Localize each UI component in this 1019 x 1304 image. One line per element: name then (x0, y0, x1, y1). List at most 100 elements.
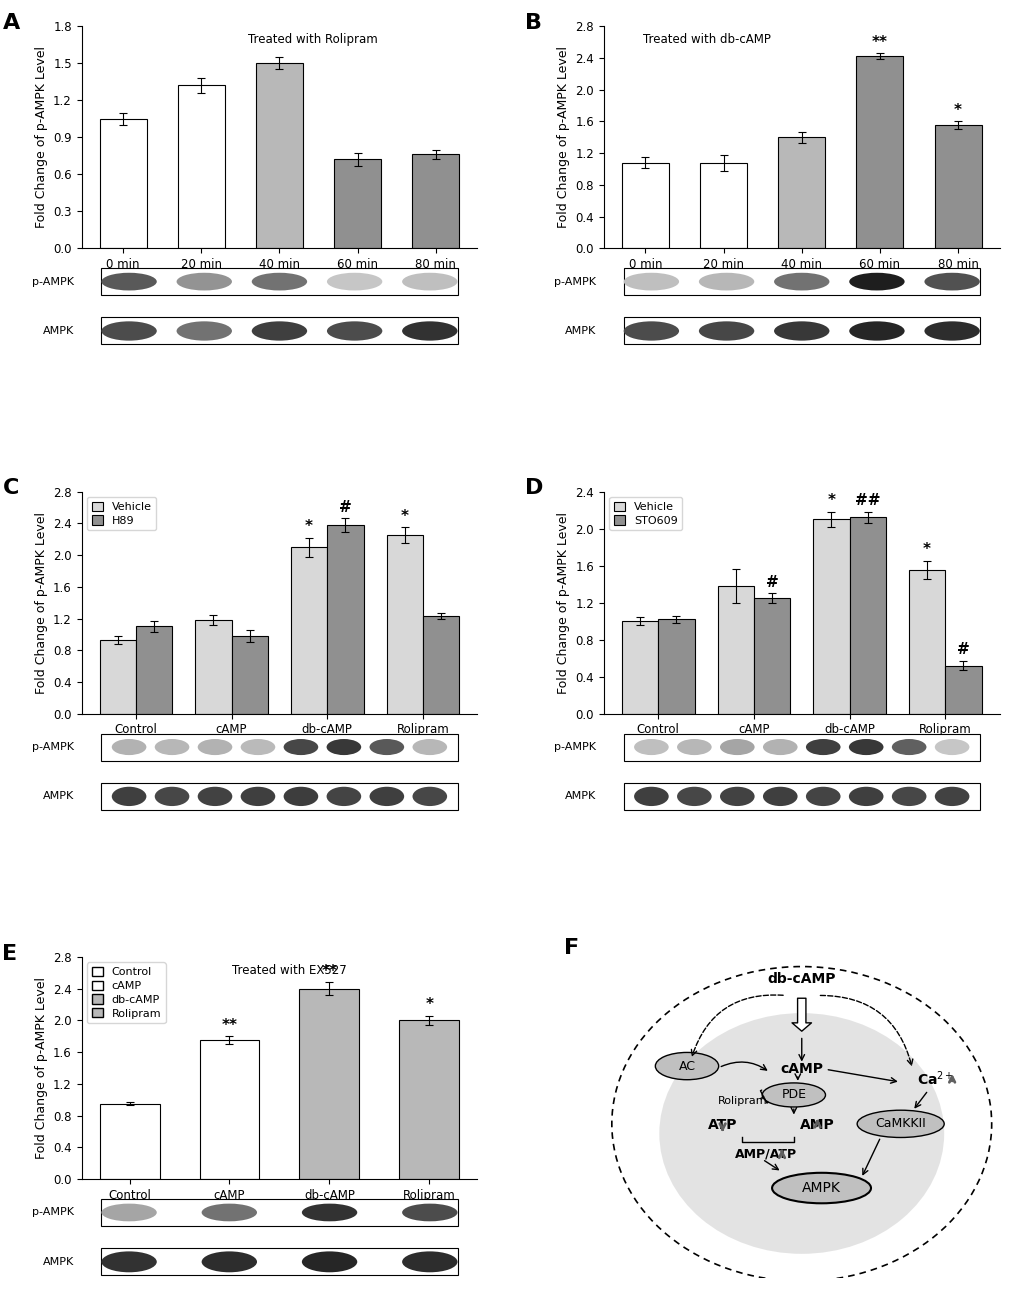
Ellipse shape (112, 786, 147, 806)
Text: CaMKKII: CaMKKII (874, 1118, 925, 1131)
Text: D: D (524, 479, 542, 498)
Bar (100, 1103, 159, 1179)
Bar (777, 137, 824, 248)
Bar (334, 159, 381, 248)
Ellipse shape (101, 1204, 157, 1222)
Bar (623, 734, 979, 760)
Text: *: * (400, 509, 409, 524)
Ellipse shape (891, 786, 925, 806)
Ellipse shape (252, 273, 307, 291)
Ellipse shape (634, 786, 668, 806)
Ellipse shape (283, 739, 318, 755)
Ellipse shape (101, 1252, 157, 1273)
Text: AMPK: AMPK (565, 326, 595, 336)
Bar (622, 163, 668, 248)
Bar (200, 1041, 259, 1179)
Ellipse shape (401, 273, 458, 291)
Bar (423, 615, 459, 713)
Ellipse shape (155, 786, 190, 806)
Text: AMP: AMP (800, 1119, 835, 1132)
Text: AMPK: AMPK (43, 326, 73, 336)
Bar (327, 524, 364, 713)
Bar (849, 518, 886, 713)
Ellipse shape (773, 321, 828, 340)
Ellipse shape (302, 1252, 357, 1273)
Bar (101, 317, 458, 344)
Ellipse shape (634, 739, 668, 755)
Ellipse shape (202, 1252, 257, 1273)
Y-axis label: Fold Change of p-AMPK Level: Fold Change of p-AMPK Level (35, 511, 48, 694)
Ellipse shape (401, 1252, 458, 1273)
Ellipse shape (719, 739, 754, 755)
Bar (657, 619, 694, 713)
Ellipse shape (412, 786, 446, 806)
Text: ATP: ATP (707, 1119, 737, 1132)
Text: *: * (953, 103, 961, 119)
Ellipse shape (176, 321, 231, 340)
Text: AMPK: AMPK (43, 792, 73, 802)
Ellipse shape (101, 273, 157, 291)
Ellipse shape (326, 739, 361, 755)
Text: C: C (2, 479, 18, 498)
Bar (101, 269, 458, 295)
Bar (399, 1021, 459, 1179)
Text: p-AMPK: p-AMPK (32, 742, 73, 752)
Ellipse shape (848, 786, 882, 806)
Bar (101, 1248, 458, 1275)
Ellipse shape (923, 273, 979, 291)
Ellipse shape (805, 786, 840, 806)
Bar (195, 621, 231, 713)
Ellipse shape (101, 321, 157, 340)
Text: AMP/ATP: AMP/ATP (735, 1148, 797, 1161)
Legend: Vehicle, H89: Vehicle, H89 (87, 497, 156, 531)
Legend: Vehicle, STO609: Vehicle, STO609 (609, 497, 682, 531)
Bar (412, 154, 459, 248)
Text: E: E (2, 944, 17, 964)
Text: AMPK: AMPK (565, 792, 595, 802)
Ellipse shape (933, 739, 968, 755)
Bar (623, 317, 979, 344)
Text: Treated with db-cAMP: Treated with db-cAMP (643, 33, 770, 46)
Text: p-AMPK: p-AMPK (32, 1208, 73, 1218)
Text: db-cAMP: db-cAMP (766, 973, 836, 986)
Bar (101, 1198, 458, 1226)
Ellipse shape (771, 1172, 870, 1204)
Text: PDE: PDE (781, 1089, 806, 1102)
Bar (231, 636, 268, 713)
Y-axis label: Fold Change of p-AMPK Level: Fold Change of p-AMPK Level (35, 977, 48, 1159)
Ellipse shape (719, 786, 754, 806)
Bar (753, 599, 790, 713)
Bar (945, 665, 980, 713)
Ellipse shape (283, 786, 318, 806)
Bar (699, 163, 746, 248)
Ellipse shape (202, 1204, 257, 1222)
Ellipse shape (762, 786, 797, 806)
Bar (623, 782, 979, 810)
Bar (101, 734, 458, 760)
Ellipse shape (658, 1013, 944, 1254)
Ellipse shape (252, 321, 307, 340)
Legend: Control, cAMP, db-cAMP, Rolipram: Control, cAMP, db-cAMP, Rolipram (87, 962, 165, 1024)
Ellipse shape (773, 273, 828, 291)
Ellipse shape (848, 739, 882, 755)
Bar (100, 119, 147, 248)
Bar (622, 621, 657, 713)
Bar (716, 585, 753, 713)
Text: **: ** (871, 35, 888, 50)
Ellipse shape (240, 739, 275, 755)
Bar (256, 63, 303, 248)
Bar (386, 535, 423, 713)
Bar (300, 988, 359, 1179)
Y-axis label: Fold Change of p-AMPK Level: Fold Change of p-AMPK Level (556, 46, 570, 228)
Ellipse shape (761, 1082, 824, 1107)
Ellipse shape (923, 321, 979, 340)
Ellipse shape (805, 739, 840, 755)
Text: B: B (524, 13, 541, 33)
Ellipse shape (326, 786, 361, 806)
Y-axis label: Fold Change of p-AMPK Level: Fold Change of p-AMPK Level (556, 511, 570, 694)
Ellipse shape (369, 739, 404, 755)
Bar (856, 56, 903, 248)
Ellipse shape (412, 739, 446, 755)
Text: AC: AC (678, 1060, 695, 1073)
Bar (100, 640, 136, 713)
